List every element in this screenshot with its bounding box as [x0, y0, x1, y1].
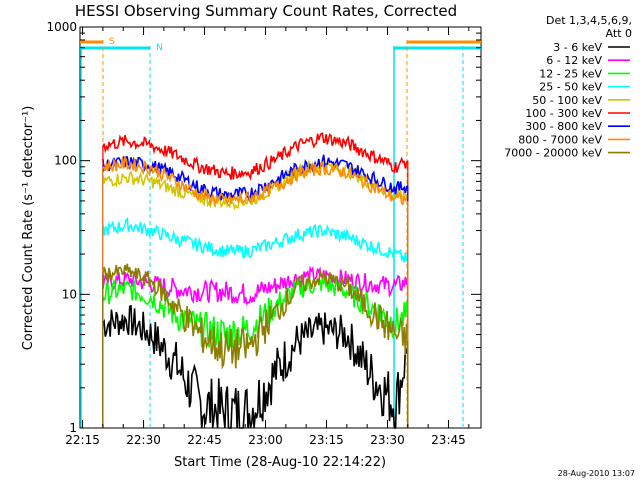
y-tick-label: 1000 — [46, 20, 77, 34]
x-tick-label: 23:30 — [370, 433, 405, 447]
legend-label: 50 - 100 keV — [532, 94, 602, 107]
footer-date: 28-Aug-2010 13:07 — [558, 469, 635, 478]
series-line — [102, 304, 409, 429]
series-line — [102, 132, 409, 181]
y-axis-label: Corrected Count Rate (s⁻¹ detector⁻¹) — [21, 106, 36, 351]
legend-label: 300 - 800 keV — [525, 120, 602, 133]
series-line — [102, 155, 409, 206]
n-marker-label: N — [156, 43, 163, 53]
y-axis: 1 10 100 1000 — [46, 20, 481, 435]
x-tick-label: 23:00 — [248, 433, 283, 447]
series-line — [102, 263, 409, 370]
x-axis: 22:15 22:30 22:45 23:00 23:15 23:30 23:45 — [65, 27, 470, 447]
data-series — [102, 132, 409, 429]
y-tick-label: 1 — [69, 421, 77, 435]
legend-label: 25 - 50 keV — [539, 81, 602, 94]
x-tick-label: 22:45 — [187, 433, 222, 447]
legend-label: 12 - 25 keV — [539, 67, 602, 80]
y-tick-label: 10 — [62, 287, 77, 301]
plot-frame — [79, 26, 482, 429]
x-axis-label: Start Time (28-Aug-10 22:14:22) — [174, 455, 386, 470]
series-line — [102, 265, 409, 306]
legend-header-line-2: Att 0 — [606, 27, 632, 40]
x-tick-label: 22:30 — [126, 433, 161, 447]
y-tick-label: 100 — [54, 154, 77, 168]
series-line — [102, 154, 409, 203]
legend-header-line-1: Det 1,3,4,5,6,9, — [546, 14, 632, 27]
legend-label: 3 - 6 keV — [553, 41, 602, 54]
x-tick-label: 22:15 — [65, 433, 100, 447]
x-tick-label: 23:15 — [309, 433, 344, 447]
legend-label: 100 - 300 keV — [525, 107, 602, 120]
series-line — [102, 217, 408, 263]
legend-label: 800 - 7000 keV — [518, 133, 602, 146]
x-tick-label: 23:45 — [431, 433, 466, 447]
s-marker-label: S — [109, 37, 115, 47]
legend-label: 6 - 12 keV — [546, 54, 602, 67]
legend-label: 7000 - 20000 keV — [504, 147, 602, 160]
chart-title: HESSI Observing Summary Count Rates, Cor… — [75, 2, 457, 20]
